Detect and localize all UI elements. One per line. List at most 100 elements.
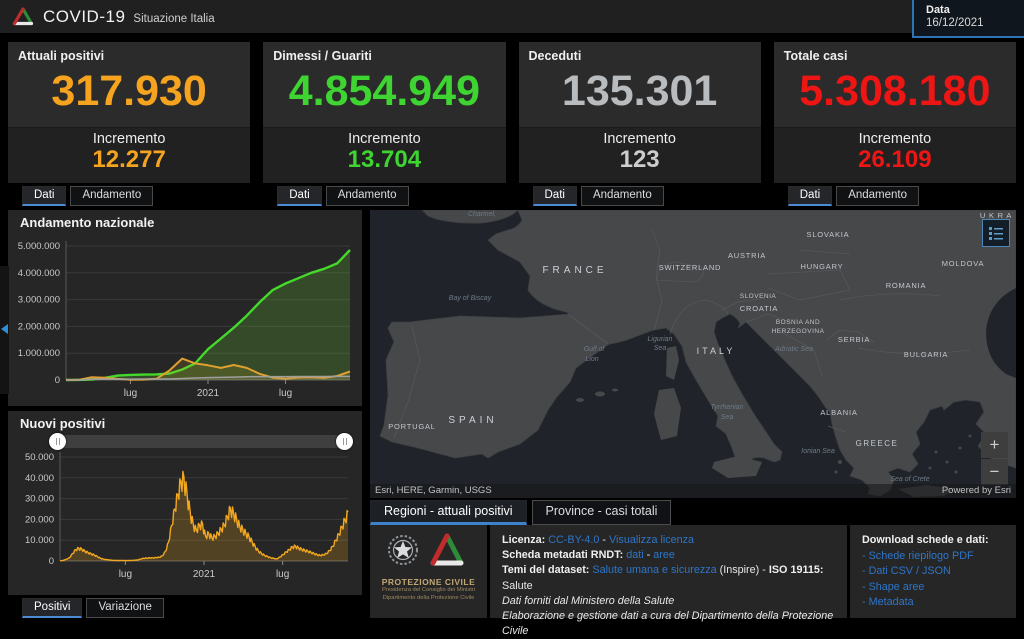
powered-by-esri-link[interactable]: Powered by Esri [941, 485, 1011, 496]
tab-dati[interactable]: Dati [532, 186, 577, 206]
card-value: 5.308.180 [799, 67, 991, 115]
increment-label: Incremento [92, 131, 166, 147]
license-line-3: Temi del dataset: Salute umana e sicurez… [502, 564, 824, 592]
rndt-dati-link[interactable]: dati [626, 549, 644, 562]
increment-value: 123 [619, 146, 660, 173]
svg-text:Bay of Biscay: Bay of Biscay [449, 295, 492, 302]
svg-text:2021: 2021 [193, 569, 216, 580]
tab-dati[interactable]: Dati [277, 186, 322, 206]
map-data-tabs: Regioni - attuali positivi Province - ca… [370, 500, 672, 525]
svg-text:20.000: 20.000 [25, 514, 54, 525]
stat-cards-row: Attuali positivi 317.930 Incremento 12.2… [8, 42, 1016, 206]
protezione-civile-panel: PROTEZIONE CIVILE Presidenza del Consigl… [370, 525, 487, 618]
download-pdf-link[interactable]: - Schede riepilogo PDF [862, 549, 974, 562]
map-canvas[interactable]: FRANCE SWITZERLAND AUSTRIA SLOVAKIA HUNGARY M… [370, 209, 1017, 498]
license-line-5: Elaborazione e gestione dati a cura del … [502, 610, 834, 638]
rndt-aree-link[interactable]: aree [653, 549, 675, 562]
salute-umana-link[interactable]: Salute umana e sicurezza [592, 564, 717, 577]
svg-text:BULGARIA: BULGARIA [904, 350, 948, 359]
svg-text:AUSTRIA: AUSTRIA [728, 251, 766, 260]
svg-text:lug: lug [124, 388, 137, 399]
license-line-1: Licenza: CC-BY-4.0 - Visualizza licenza [502, 534, 695, 546]
svg-text:Gulf of: Gulf of [584, 346, 606, 353]
app-header: COVID-19 Situazione Italia [0, 0, 1024, 33]
visualizza-licenza-link[interactable]: Visualizza licenza [609, 534, 695, 546]
protezione-civile-emblems [387, 533, 463, 566]
svg-text:SLOVAKIA: SLOVAKIA [807, 230, 850, 239]
chevron-left-icon [1, 324, 8, 334]
svg-text:MOLDOVA: MOLDOVA [942, 259, 985, 268]
republic-star-icon [393, 541, 412, 558]
panel-andamento-nazionale: Andamento nazionale 0 1.000.000 2.000.000 3… [8, 210, 362, 406]
svg-text:Ligurian: Ligurian [648, 336, 673, 343]
protezione-civile-logo-icon [12, 7, 34, 26]
svg-text:Adriatic Sea: Adriatic Sea [774, 346, 813, 353]
svg-text:30.000: 30.000 [25, 494, 54, 505]
left-panel-expander[interactable] [0, 266, 9, 394]
increment-value: 12.277 [92, 146, 166, 173]
card-value: 4.854.949 [288, 67, 481, 115]
tab-dati[interactable]: Dati [22, 186, 67, 206]
map-labels: FRANCE SWITZERLAND AUSTRIA SLOVAKIA HUNGARY M… [388, 211, 1011, 483]
map-attribution: Esri, HERE, Garmin, USGS [375, 485, 492, 496]
svg-text:5.000.000: 5.000.000 [18, 241, 60, 252]
tab-variazione[interactable]: Variazione [86, 598, 164, 618]
increment-value: 13.704 [347, 146, 422, 173]
legend-button[interactable] [982, 219, 1010, 247]
download-csv-json-link[interactable]: - Dati CSV / JSON [862, 565, 951, 577]
chart-title: Andamento nazionale [20, 215, 155, 230]
tab-province[interactable]: Province - casi totali [531, 500, 672, 525]
svg-text:50.000: 50.000 [25, 452, 54, 463]
chart-title: Nuovi positivi [20, 416, 106, 431]
page-title: COVID-19 [43, 6, 126, 26]
card-label: Dimessi / Guariti [273, 49, 372, 63]
card-label: Deceduti [528, 49, 582, 63]
tab-andamento[interactable]: Andamento [836, 186, 920, 206]
nuovi-positivi-tabs: Positivi Variazione [22, 598, 164, 618]
page-subtitle: Situazione Italia [133, 12, 215, 25]
map-island-balearic [595, 391, 605, 397]
card-deceduti: Deceduti 135.301 Incremento 123 Dati And… [518, 42, 761, 206]
slider-handle-left[interactable] [49, 433, 66, 450]
tab-andamento[interactable]: Andamento [580, 186, 664, 206]
pc-logo-sub2: Dipartimento della Protezione Civile [382, 594, 475, 601]
tab-dati[interactable]: Dati [787, 186, 833, 206]
tab-andamento[interactable]: Andamento [70, 186, 154, 206]
svg-text:Channel,: Channel, [468, 211, 496, 218]
date-label: Data [926, 4, 950, 16]
license-panel: Licenza: CC-BY-4.0 - Visualizza licenza … [490, 525, 847, 637]
date-value: 16/12/2021 [926, 17, 984, 29]
svg-text:BOSNIA AND: BOSNIA AND [776, 319, 820, 326]
tab-regioni[interactable]: Regioni - attuali positivi [370, 500, 527, 525]
card-attuali-positivi: Attuali positivi 317.930 Incremento 12.2… [8, 42, 251, 206]
tab-andamento[interactable]: Andamento [325, 186, 409, 206]
svg-text:1.000.000: 1.000.000 [18, 348, 60, 359]
svg-text:HUNGARY: HUNGARY [801, 262, 844, 271]
svg-text:Ionian Sea: Ionian Sea [801, 448, 835, 455]
svg-text:lug: lug [119, 569, 132, 580]
slider-handle-right[interactable] [336, 433, 353, 450]
svg-text:lug: lug [279, 388, 292, 399]
svg-text:40.000: 40.000 [25, 473, 54, 484]
europe-map[interactable]: FRANCE SWITZERLAND AUSTRIA SLOVAKIA HUNGARY M… [370, 209, 1017, 498]
download-metadata-link[interactable]: - Metadata [862, 596, 914, 608]
map-island-sardinia [654, 388, 681, 440]
tab-positivi[interactable]: Positivi [22, 598, 83, 618]
zoom-in-button[interactable]: + [981, 432, 1008, 458]
svg-text:lug: lug [276, 569, 289, 580]
svg-text:ALBANIA: ALBANIA [820, 408, 857, 417]
map-land-england [421, 209, 519, 224]
date-box: Data 16/12/2021 [912, 0, 1024, 38]
map-black-sea [986, 288, 1016, 378]
increment-label: Incremento [858, 131, 932, 147]
zoom-out-button[interactable]: − [981, 459, 1008, 485]
svg-text:HERZEGOVINA: HERZEGOVINA [772, 328, 825, 335]
map-island-corsica [666, 346, 679, 380]
download-shape-link[interactable]: - Shape aree [862, 580, 925, 593]
svg-text:SWITZERLAND: SWITZERLAND [659, 263, 722, 272]
cc-by-link[interactable]: CC-BY-4.0 [548, 534, 600, 546]
svg-text:4.000.000: 4.000.000 [18, 268, 60, 279]
card-dimessi-guariti: Dimessi / Guariti 4.854.949 Incremento 1… [263, 42, 506, 206]
time-range-slider[interactable] [49, 433, 353, 450]
legend-icon [989, 227, 1003, 240]
